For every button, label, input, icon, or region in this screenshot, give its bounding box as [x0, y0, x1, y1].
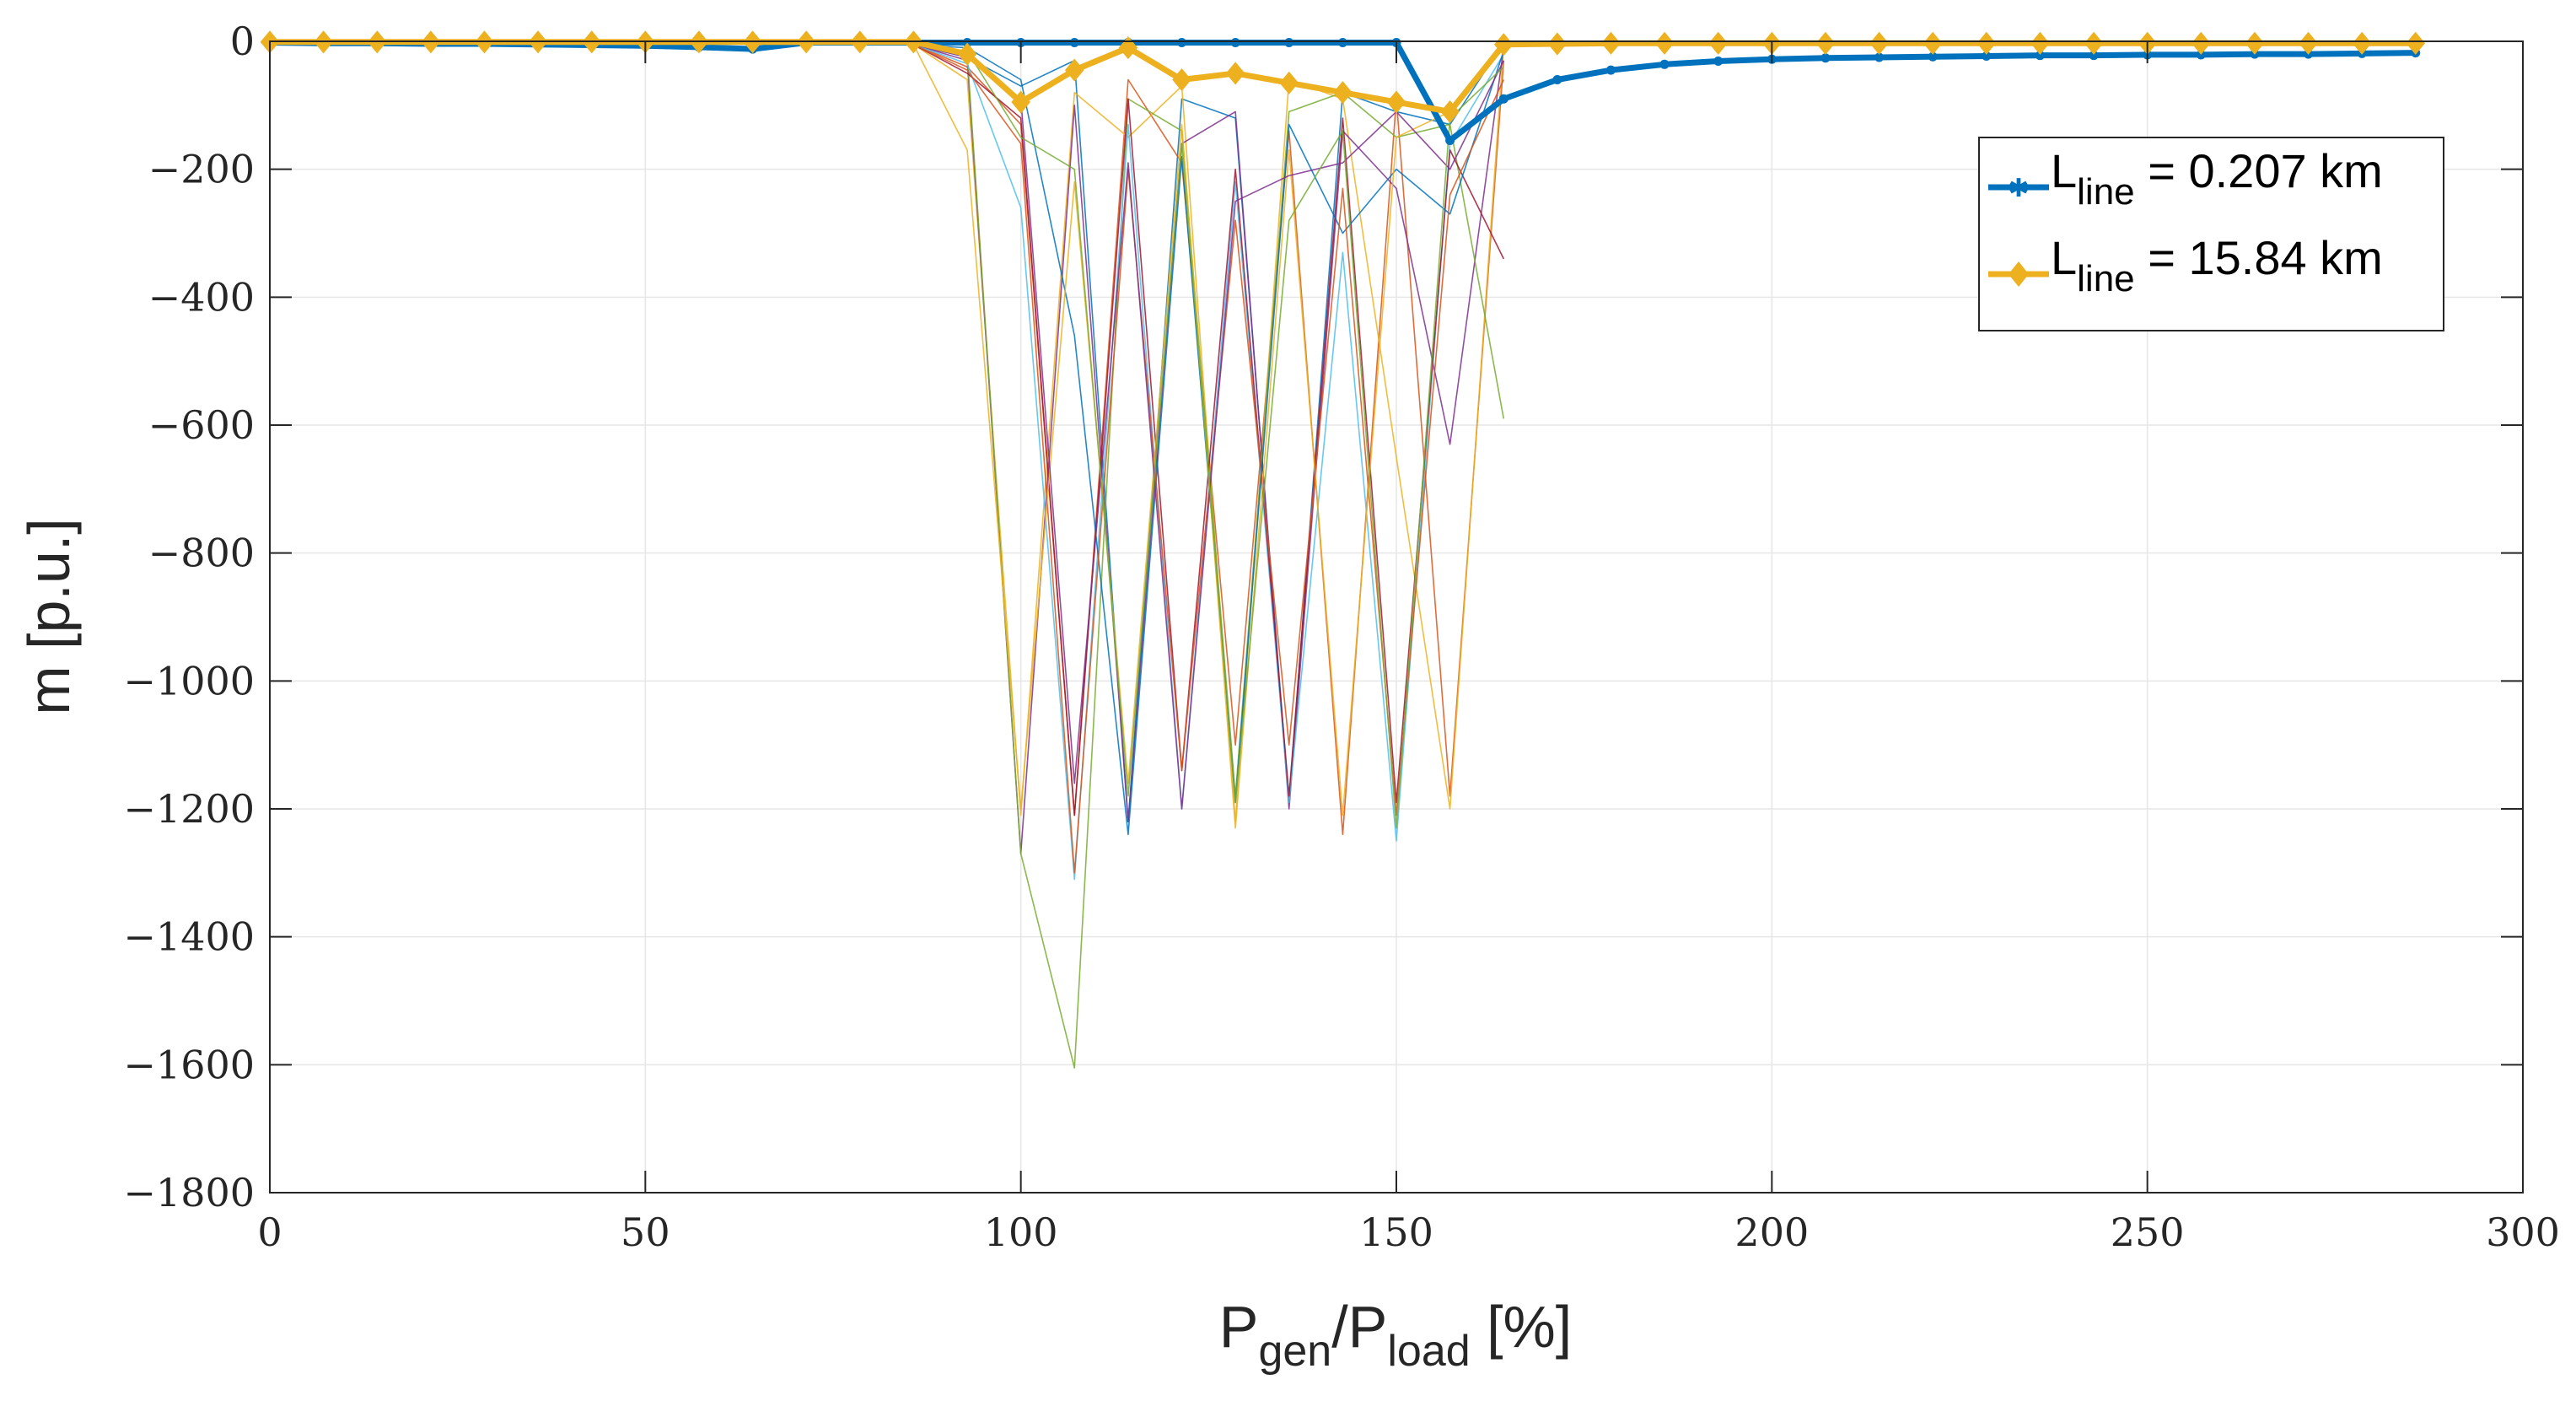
series-2-point [2299, 31, 2318, 55]
series-2-point [1064, 58, 1084, 82]
y-tick-label: −200 [148, 147, 255, 192]
legend-marker-2 [2009, 261, 2029, 287]
x-tick-label: 150 [1359, 1210, 1433, 1255]
series-1-point [1498, 94, 1508, 104]
series-2-point [1708, 31, 1729, 55]
x-tick-label: 0 [257, 1210, 282, 1255]
series-2-point [1815, 31, 1836, 55]
series-1-point [1820, 53, 1831, 63]
series-2-point [2191, 31, 2211, 55]
series-2-point [1225, 62, 1245, 85]
series-1-point [1230, 38, 1240, 48]
series-1-point [2035, 51, 2045, 61]
series-1-point [1605, 65, 1616, 75]
x-tick-label: 100 [984, 1210, 1058, 1255]
series-2-point [1172, 67, 1191, 92]
series-1-point [1552, 75, 1562, 84]
series-2-point [1386, 90, 1406, 114]
series-1-point [1874, 52, 1885, 62]
x-axis-ticks: 0 50 100 150 200 250 300 [257, 41, 2560, 1255]
series-1-point [1928, 51, 1938, 62]
series-2-point [1923, 31, 1943, 55]
x-label-main: P [1219, 1294, 1259, 1360]
series-2-point [1654, 31, 1675, 55]
x-tick-label: 200 [1734, 1210, 1809, 1255]
series-1-point [1659, 59, 1670, 69]
series-2-point [1976, 31, 1997, 55]
y-axis-label: m [p.u.] [16, 518, 82, 714]
background-series-line-12 [913, 43, 1504, 829]
series-2-point [2245, 31, 2265, 55]
series-1-point [1177, 38, 1187, 48]
series-2-point [1601, 31, 1621, 55]
series-2-point [1333, 81, 1353, 105]
y-tick-label: 0 [230, 19, 255, 64]
x-label-sub-gen: gen [1258, 1327, 1331, 1376]
y-tick-label: −1200 [123, 786, 255, 832]
x-tick-label: 50 [621, 1210, 670, 1255]
series-1-point [1713, 57, 1724, 67]
series-1-point [2089, 51, 2099, 61]
series-1-point [1284, 38, 1294, 48]
x-axis-label: Pgen/Pload [%] [1219, 1294, 1573, 1376]
series-2-point [2352, 31, 2372, 55]
x-label-tail: [%] [1471, 1294, 1573, 1360]
y-tick-label: −1000 [123, 658, 255, 703]
series-2-point [2084, 31, 2104, 55]
y-tick-label: −1400 [123, 914, 255, 960]
x-tick-label: 300 [2486, 1210, 2560, 1255]
series-2-point [957, 42, 977, 66]
x-label-mid: /P [1331, 1294, 1387, 1360]
y-tick-label: −400 [148, 274, 255, 320]
series-1-point [1982, 51, 1992, 61]
y-tick-label: −600 [148, 402, 255, 448]
legend-entry-2: Lline = 15.84 km [1988, 231, 2383, 299]
legend-entry-1: ✱ Lline = 0.207 km [1988, 144, 2383, 213]
series-2-point [1118, 36, 1138, 60]
y-tick-label: −1800 [123, 1170, 255, 1215]
series-1-point [2196, 50, 2206, 60]
series-2-point [1279, 71, 1299, 94]
y-tick-label: −1600 [123, 1042, 255, 1087]
legend-box [1978, 137, 2444, 331]
series-2-point [1440, 100, 1460, 123]
x-tick-label: 250 [2111, 1210, 2185, 1255]
series-1-point [962, 38, 972, 48]
legend-label-2: Lline = 15.84 km [2051, 231, 2383, 299]
series-1-point [1445, 136, 1455, 146]
legend: ✱ Lline = 0.207 km Lline = 15.84 km [1978, 137, 2444, 331]
series-1-point [1069, 38, 1079, 48]
series-2-point [2406, 31, 2426, 55]
x-label-sub-load: load [1387, 1327, 1470, 1376]
series-1-point [1337, 38, 1347, 48]
background-series-line-1 [913, 42, 1504, 822]
series-2-point [1869, 31, 1889, 55]
series-2-point [1011, 90, 1030, 114]
series-2-point [2030, 31, 2050, 55]
y-axis-ticks: 0 −200 −400 −600 −800 −1000 −1200 −1400 −1600 −18… [123, 19, 2523, 1215]
legend-marker-1: ✱ [2008, 174, 2029, 203]
legend-label-1: Lline = 0.207 km [2051, 144, 2383, 213]
y-tick-label: −800 [148, 531, 255, 576]
